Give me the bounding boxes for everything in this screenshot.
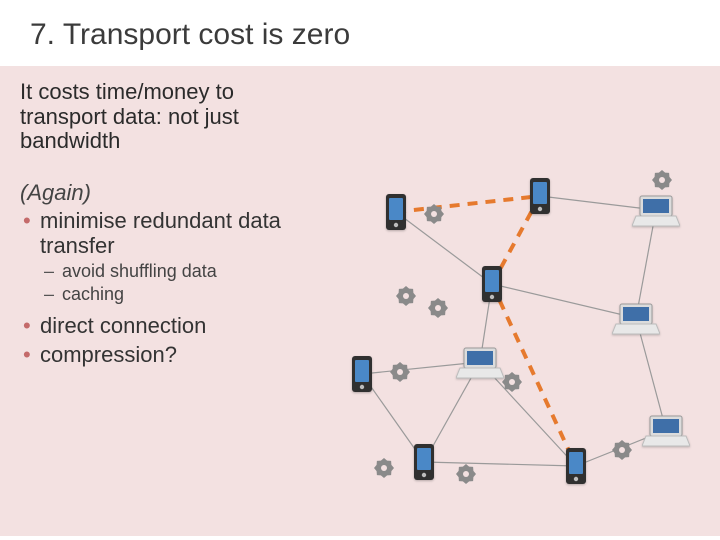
sub-bullet-item: avoid shuffling data: [40, 260, 320, 283]
bullet-item: direct connection: [20, 313, 320, 338]
title-bar: 7. Transport cost is zero: [0, 0, 720, 66]
intro-text: It costs time/money to transport data: n…: [20, 80, 320, 154]
text-column: It costs time/money to transport data: n…: [20, 80, 320, 367]
bullet-list: minimise redundant data transfer avoid s…: [20, 208, 320, 367]
edge: [424, 462, 576, 466]
network-diagram: [320, 146, 700, 506]
sub-bullet-list: avoid shuffling data caching: [40, 260, 320, 305]
content-panel: It costs time/money to transport data: n…: [0, 66, 720, 536]
slide-title: 7. Transport cost is zero: [30, 18, 690, 52]
bullet-item: compression?: [20, 342, 320, 367]
sub-bullet-item: caching: [40, 283, 320, 306]
edge-highlight: [396, 196, 540, 212]
bullet-text: minimise redundant data transfer: [40, 208, 281, 258]
bullet-item: minimise redundant data transfer avoid s…: [20, 208, 320, 306]
again-text: (Again): [20, 180, 320, 206]
